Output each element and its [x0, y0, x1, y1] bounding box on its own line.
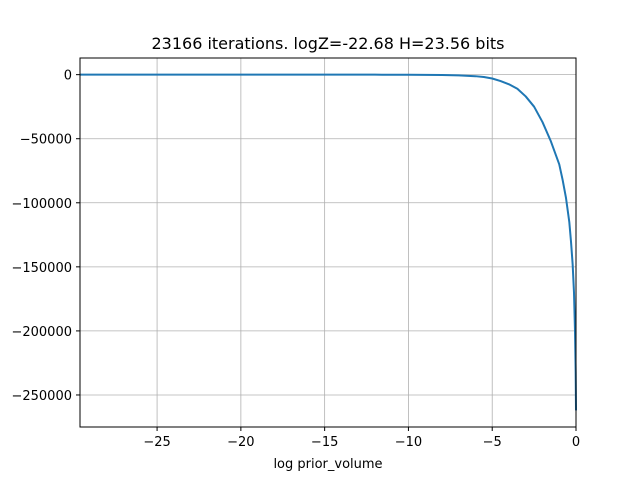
plot-lines — [80, 73, 577, 411]
chart-title: 23166 iterations. logZ=-22.68 H=23.56 bi… — [151, 34, 504, 53]
x-axis-label: log prior_volume — [273, 457, 382, 472]
x-tick-label: −15 — [311, 435, 338, 450]
y-tick-label: −200000 — [11, 325, 72, 340]
grid — [80, 58, 577, 427]
x-tick-label: −20 — [227, 435, 254, 450]
x-axis-ticks: −25 −20 −15 −10 −5 0 — [143, 427, 580, 450]
x-tick-label: −25 — [143, 435, 170, 450]
x-tick-label: 0 — [572, 435, 580, 450]
series-line — [80, 73, 577, 411]
x-tick-label: −10 — [395, 435, 422, 450]
y-tick-label: 0 — [64, 69, 72, 84]
y-tick-label: −100000 — [11, 197, 72, 212]
y-axis-ticks: 0 −50000 −100000 −150000 −200000 −250000 — [11, 69, 80, 404]
x-tick-label: −5 — [483, 435, 502, 450]
y-tick-label: −250000 — [11, 389, 72, 404]
y-tick-label: −50000 — [20, 133, 72, 148]
plot-frame — [79, 57, 577, 428]
y-tick-label: −150000 — [11, 261, 72, 276]
